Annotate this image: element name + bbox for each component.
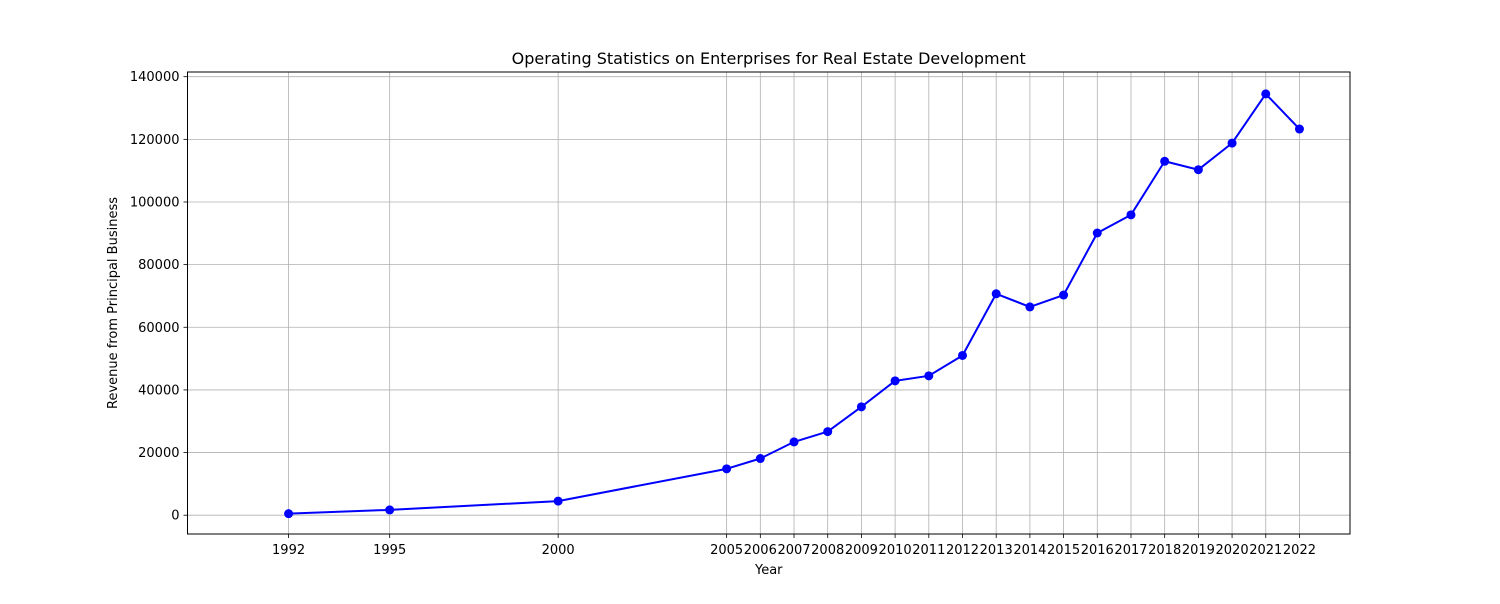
data-point [385,505,395,515]
x-tick-label: 2016 [1081,543,1114,558]
x-tick-label: 2012 [946,543,979,558]
y-tick-label: 120000 [130,133,180,148]
x-tick-label: 2021 [1249,543,1282,558]
y-tick-label: 80000 [138,258,179,273]
data-point [1092,228,1102,238]
data-point [722,464,732,474]
x-tick-label: 2006 [744,543,777,558]
data-point [958,350,967,360]
data-point [991,289,1001,299]
x-tick-label: 2010 [879,543,912,558]
x-tick-label: 2007 [777,543,810,558]
x-tick-label: 2009 [845,543,878,558]
data-point [1160,156,1170,166]
y-axis-label: Revenue from Principal Business [106,197,121,409]
x-tick-label: 2011 [912,543,945,558]
x-tick-label: 2017 [1114,543,1147,558]
data-point [1126,210,1136,220]
chart-title: Operating Statistics on Enterprises for … [512,49,1026,68]
data-point [1261,89,1271,99]
data-point [1025,302,1035,312]
axes: 1992 1995 2000 2005 2006 2007 2008 2009 2010 2011… [130,70,1351,558]
y-tick-label: 0 [171,509,179,524]
x-tick-label: 2019 [1182,543,1215,558]
data-point [924,371,934,381]
y-tick-label: 20000 [138,446,179,461]
data-point [1294,124,1304,134]
plot-frame [187,71,1351,535]
y-tick-label: 140000 [130,70,180,85]
data-point [553,496,563,506]
data-point [789,437,799,447]
data-point [1193,165,1203,175]
y-tick-label: 60000 [138,321,179,336]
data-point [284,509,294,519]
data-point [1227,138,1237,148]
x-tick-label: 2013 [980,543,1013,558]
x-tick-label: 2008 [811,543,844,558]
x-axis-label: Year [754,563,783,578]
x-tick-label: 2015 [1047,543,1080,558]
data-series [284,89,1304,519]
x-tick-label: 2014 [1013,543,1046,558]
data-point [856,402,866,412]
x-tick-label: 2020 [1216,543,1249,558]
grid [187,72,1350,534]
x-tick-label: 2000 [542,543,575,558]
x-tick-label: 2022 [1283,543,1316,558]
y-tick-label: 100000 [130,195,180,210]
data-point [823,427,833,437]
data-point [755,454,765,464]
data-point [890,376,900,386]
x-tick-label: 1992 [272,543,305,558]
x-tick-label: 1995 [373,543,406,558]
x-tick-label: 2005 [710,543,743,558]
x-tick-label: 2018 [1148,543,1181,558]
data-point [1059,290,1069,300]
y-tick-label: 40000 [138,383,179,398]
